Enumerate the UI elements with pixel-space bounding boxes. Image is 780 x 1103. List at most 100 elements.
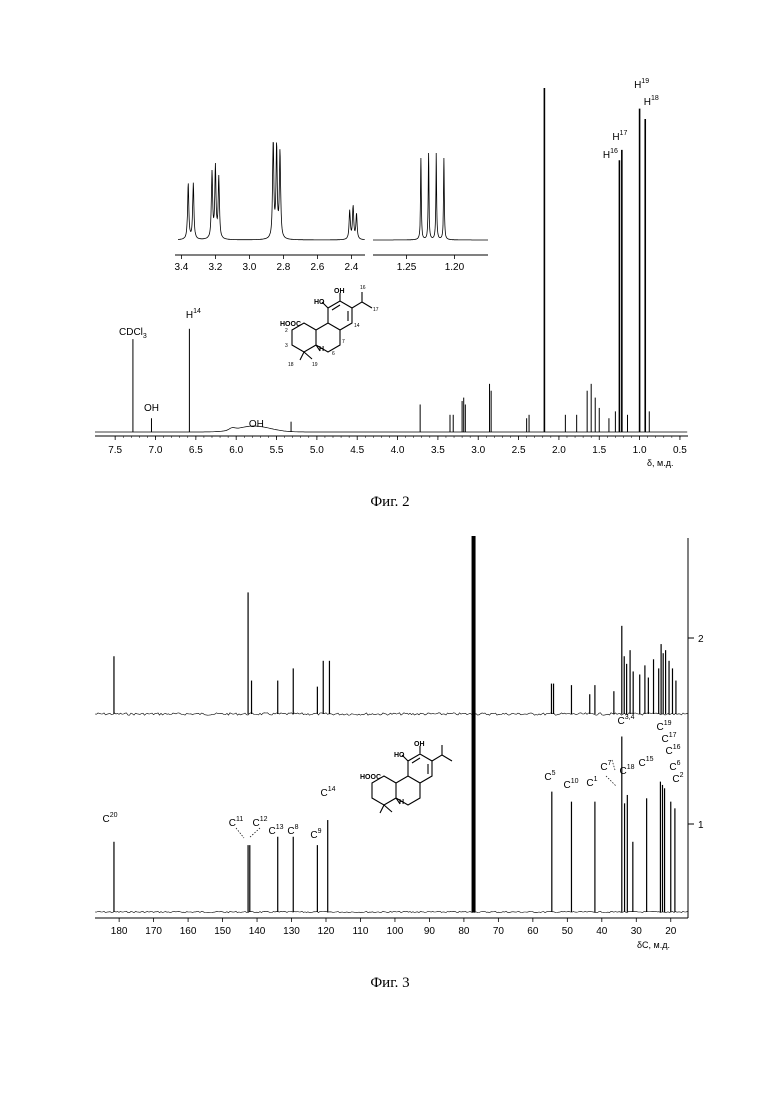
trace-label-2: 2 [698, 634, 704, 645]
fig3-tick-label: 80 [458, 926, 470, 937]
inset2-trace [373, 153, 488, 240]
carbon-label: C15 [638, 756, 653, 769]
svg-text:HOOC: HOOC [360, 774, 381, 781]
carbon-label: C18 [619, 764, 634, 777]
fig2-peak-label: CDCl3 [119, 327, 147, 340]
fig2-tick-label: 0.5 [673, 445, 687, 456]
fig3-tick-label: 110 [352, 926, 368, 937]
fig2-peak-label: H16 [603, 148, 618, 161]
fig3-tick-label: 120 [318, 926, 335, 937]
fig2-tick-label: 7.5 [108, 445, 122, 456]
fig2-tick-label: 5.0 [310, 445, 324, 456]
carbon-label: C8 [287, 824, 298, 837]
inset-tick-label: 2.8 [276, 262, 290, 273]
carbon-label: C12 [252, 816, 267, 829]
fig2-peak-label: OH [144, 403, 159, 414]
fig2-tick-label: 4.0 [391, 445, 405, 456]
inset-tick-label: 2.6 [310, 262, 324, 273]
fig2-tick-label: 7.0 [149, 445, 163, 456]
fig2-peak-label: H18 [644, 95, 659, 108]
svg-text:H: H [399, 799, 404, 806]
svg-text:16: 16 [360, 285, 366, 291]
fig2-inset-1: 3.4 3.2 3.0 2.8 2.6 2.4 [174, 142, 365, 273]
fig3-tick-label: 150 [214, 926, 231, 937]
svg-text:7: 7 [342, 339, 345, 345]
fig2-peaks [133, 88, 649, 432]
fig2-tick-label: 1.0 [633, 445, 647, 456]
inset2-ticks: 1.251.20 [397, 255, 465, 273]
molecule-structure: HOOC HO OH H 16 17 2 3 18 19 6 7 14 [280, 285, 379, 368]
spectrum-1-baseline [95, 911, 688, 912]
fig3-tick-label: 50 [562, 926, 574, 937]
inset-tick-label: 3.2 [208, 262, 222, 273]
fig2-baseline [95, 426, 687, 432]
carbon-nmr-spectra: 2 1 180170160150140130120110100908070605… [95, 536, 704, 991]
fig2-peak-label: H19 [634, 78, 649, 91]
mol-h: H [319, 346, 324, 353]
inset-tick-label: 2.4 [344, 262, 358, 273]
inset1-trace [178, 142, 365, 240]
fig2-tick-label: 2.0 [552, 445, 566, 456]
inset-tick-label: 1.25 [397, 262, 417, 273]
fig2-tick-label: 3.0 [471, 445, 485, 456]
carbon-label: C10 [563, 778, 578, 791]
fig3-tick-label: 140 [249, 926, 266, 937]
fig3-tick-label: 30 [631, 926, 643, 937]
fig2-tick-label: 6.0 [229, 445, 243, 456]
fig3-tick-label: 20 [665, 926, 677, 937]
fig2-x-axis-label: δ, м.д. [647, 458, 673, 468]
fig2-tick-label: 6.5 [189, 445, 203, 456]
inset1-ticks: 3.4 3.2 3.0 2.8 2.6 2.4 [174, 255, 358, 273]
fig3-tick-label: 180 [111, 926, 128, 937]
svg-text:19: 19 [312, 362, 318, 368]
fig3-spectrum-2-peaks [114, 592, 676, 714]
svg-text:18: 18 [288, 362, 294, 368]
fig2-tick-label: 3.5 [431, 445, 445, 456]
fig2-peak-label: H17 [612, 130, 627, 143]
svg-text:OH: OH [414, 741, 425, 748]
fig3-tick-label: 90 [424, 926, 436, 937]
carbon-label: C9 [310, 828, 321, 841]
fig3-baselines [95, 713, 688, 913]
mol-ho: HO [314, 299, 325, 306]
proton-nmr-spectrum: 7.57.06.56.05.55.04.54.03.53.02.52.01.51… [95, 78, 688, 510]
fig2-peak-label: H14 [186, 308, 201, 321]
trace-label-1: 1 [698, 820, 704, 831]
molecule-structure-2: HOOC HO OH H [360, 741, 452, 813]
inset-tick-label: 3.4 [174, 262, 188, 273]
spectrum-2-baseline [95, 713, 688, 715]
fig3-tick-label: 70 [493, 926, 505, 937]
carbon-label: C13 [268, 824, 283, 837]
fig2-caption: Фиг. 2 [370, 494, 409, 510]
svg-text:2: 2 [285, 328, 288, 334]
fig3-peak-labels: C20C11C12C13C8C9C14C5C10C1C7C18C15C3,4C1… [102, 714, 683, 841]
carbon-label: C11 [229, 816, 244, 829]
carbon-label: C14 [320, 786, 335, 799]
svg-text:14: 14 [354, 323, 360, 329]
fig2-x-ticks: 7.57.06.56.05.55.04.54.03.53.02.52.01.51… [108, 436, 687, 456]
fig2-peak-labels: CDCl3OHH14OHH16H17H19H18 [119, 78, 659, 430]
fig3-x-ticks: 1801701601501401301201101009080706050403… [111, 918, 677, 937]
carbon-label: C20 [102, 812, 117, 825]
inset-tick-label: 3.0 [242, 262, 256, 273]
fig3-tick-label: 40 [596, 926, 608, 937]
fig3-tick-label: 170 [145, 926, 162, 937]
carbon-label: C5 [544, 770, 555, 783]
svg-text:3: 3 [285, 343, 288, 349]
carbon-side-label: C16 [665, 744, 680, 757]
fig3-spectrum-1-peaks [114, 736, 675, 912]
solvent-peak [472, 536, 476, 912]
fig3-tick-label: 60 [527, 926, 539, 937]
carbon-side-label: C2 [672, 772, 683, 785]
fig3-tick-label: 160 [180, 926, 197, 937]
fig2-peak-label: OH [249, 419, 264, 430]
carbon-label: C7 [600, 760, 611, 773]
fig3-x-axis-label: δC, м.д. [637, 940, 670, 950]
fig2-tick-label: 4.5 [350, 445, 364, 456]
fig3-caption: Фиг. 3 [370, 975, 409, 991]
fig2-inset-2: 1.251.20 [373, 153, 488, 273]
fig3-tick-label: 100 [387, 926, 404, 937]
mol-oh: OH [334, 288, 345, 295]
svg-text:HO: HO [394, 752, 405, 759]
